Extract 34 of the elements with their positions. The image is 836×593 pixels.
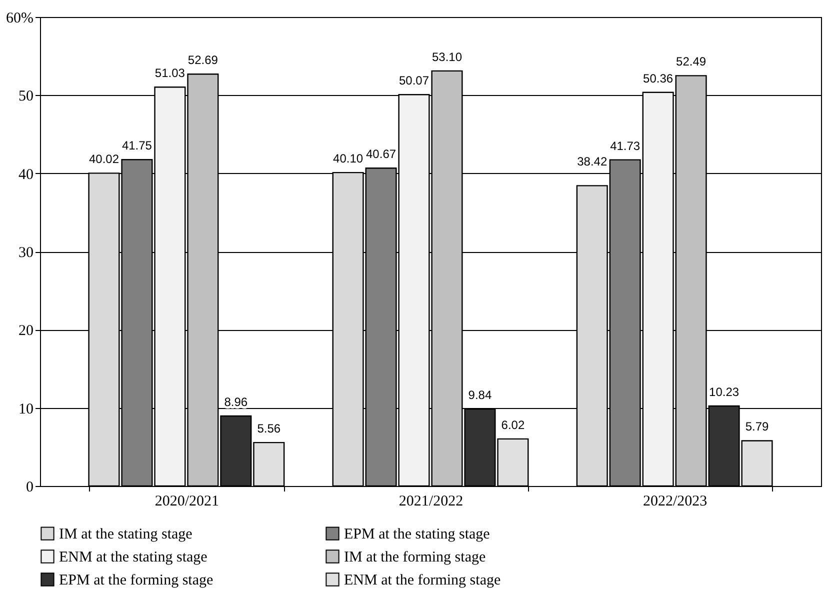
y-tick-label: 20 [18,323,34,340]
data-label: 10.23 [709,385,740,400]
data-label: 40.67 [366,147,396,162]
data-label: 41.75 [122,138,152,153]
x-tick-label: 2021/2022 [398,494,464,510]
x-tick-label: 2020/2021 [154,494,220,510]
y-tick-label: 40 [18,166,34,183]
data-label: 6.02 [501,418,525,432]
data-label: 51.03 [154,66,186,80]
data-label: 9.84 [468,388,492,402]
data-label: 52.49 [676,54,706,69]
data-label: 50.36 [643,71,674,86]
y-tick-label: 30 [18,245,34,261]
data-label: 5.56 [257,422,281,436]
legend-label: ENM at the stating stage [59,550,208,566]
y-tick-label: 0 [26,480,34,496]
data-label: 8.96 [224,394,248,409]
legend-label: EPM at the forming stage [59,572,214,588]
data-label: 50.07 [398,74,430,88]
data-label: 38.42 [577,154,608,169]
legend-label: IM at the forming stage [344,550,486,566]
data-label: 41.73 [610,138,640,153]
legend-label: EPM at the stating stage [344,526,490,543]
data-label: 52.69 [188,53,218,68]
data-label: 53.10 [432,50,462,64]
y-tick-label: 60% [6,10,34,26]
legend-label: IM at the stating stage [59,526,193,543]
y-tick-label: 50 [18,88,34,105]
legend-label: ENM at the forming stage [344,572,501,588]
data-label: 5.79 [745,420,770,434]
data-label: 40.10 [333,152,364,166]
x-tick-label: 2022/2023 [642,494,708,510]
y-tick-label: 10 [18,401,34,418]
data-label: 40.02 [88,152,120,166]
